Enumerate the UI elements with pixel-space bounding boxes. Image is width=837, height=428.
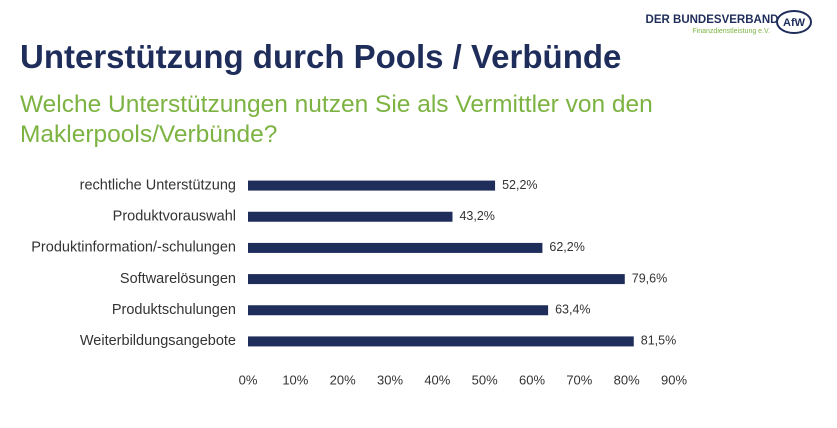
x-tick-label: 10% — [282, 372, 308, 387]
logo: AfW — [783, 17, 806, 29]
value-label: 43,2% — [459, 209, 494, 223]
logo-ring — [776, 10, 812, 34]
x-tick-label: 80% — [614, 372, 640, 387]
y-tick-label: Weiterbildungsangebote — [80, 333, 236, 349]
value-label: 63,4% — [555, 303, 590, 317]
brand-subtitle: Finanzdienstleistung e.V. — [692, 28, 770, 35]
x-tick-label: 90% — [661, 372, 687, 387]
y-tick-label: Produktvorauswahl — [113, 209, 236, 225]
y-tick-label: Softwarelösungen — [120, 271, 236, 287]
x-tick-label: 40% — [424, 372, 450, 387]
y-tick-label: Produktschulungen — [112, 302, 236, 318]
x-tick-label: 30% — [377, 372, 403, 387]
title: Unterstützung durch Pools / Verbünde — [20, 38, 622, 75]
value-label: 81,5% — [641, 334, 676, 348]
brand: DER BUNDESVERBAND — [646, 14, 779, 26]
y-tick-label: rechtliche Unterstützung — [80, 177, 236, 193]
value-label: 62,2% — [549, 240, 584, 254]
bar — [248, 274, 625, 285]
x-tick-label: 70% — [566, 372, 592, 387]
value-label: 52,2% — [502, 178, 537, 192]
bar — [248, 336, 634, 347]
x-tick-label: 20% — [330, 372, 356, 387]
subtitle: Welche Unterstützungen nutzen Sie als Ve… — [20, 91, 653, 148]
x-tick-label: 50% — [472, 372, 498, 387]
bar — [248, 180, 496, 191]
bar — [248, 211, 453, 222]
x-tick-label: 60% — [519, 372, 545, 387]
x-tick-label: 0% — [239, 372, 258, 387]
bar — [248, 305, 549, 316]
bar — [248, 242, 543, 253]
y-tick-label: Produktinformation/-schulungen — [31, 240, 236, 256]
value-label: 79,6% — [632, 271, 667, 285]
